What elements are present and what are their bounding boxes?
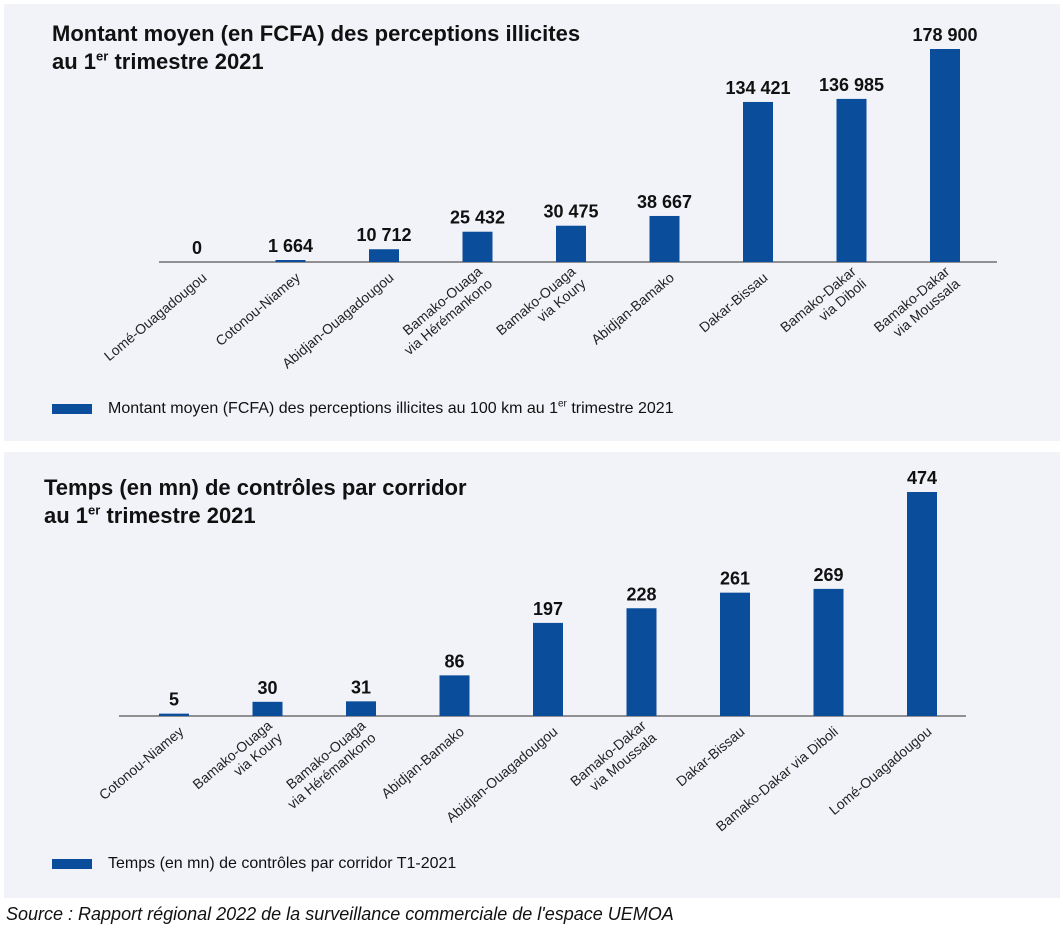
category-label: Dakar-Bissau [673, 723, 748, 789]
chart-title-line2: au 1er trimestre 2021 [44, 502, 256, 528]
data-label: 0 [192, 238, 202, 258]
chart-title-line1: Montant moyen (en FCFA) des perceptions … [52, 21, 581, 46]
bar [720, 592, 750, 716]
chart-panel-perceptions: Montant moyen (en FCFA) des perceptions … [4, 4, 1060, 441]
category-label-line: Abidjan-Bamako [378, 723, 467, 801]
legend-label: Temps (en mn) de contrôles par corridor … [108, 855, 457, 872]
legend-swatch [52, 859, 92, 869]
data-label: 269 [813, 565, 843, 585]
bar [907, 492, 937, 716]
data-label: 197 [533, 599, 563, 619]
chart-title-line2: au 1er trimestre 2021 [52, 48, 264, 74]
data-label: 10 712 [356, 225, 411, 245]
source-note: Source : Rapport régional 2022 de la sur… [6, 904, 674, 924]
category-label-line: Abidjan-Bamako [588, 269, 677, 347]
bar [930, 49, 960, 262]
legend-perceptions: Montant moyen (FCFA) des perceptions ill… [52, 398, 674, 418]
bar [159, 713, 189, 716]
bar-chart-perceptions: 0 Lomé-Ouagadougou 1 664 Cotonou-Niamey 10 7… [101, 25, 997, 371]
bar [743, 101, 773, 262]
legend-label: Montant moyen (FCFA) des perceptions ill… [108, 398, 674, 417]
data-label: 30 475 [543, 202, 598, 222]
data-label: 25 432 [450, 208, 505, 228]
legend-temps: Temps (en mn) de contrôles par corridor … [52, 855, 456, 873]
chart-title-line1: Temps (en mn) de contrôles par corridor [44, 475, 467, 500]
category-label-line: Lomé-Ouagadougou [101, 269, 210, 364]
category-label: Cotonou-Niamey [96, 723, 187, 803]
data-label: 134 421 [725, 78, 790, 98]
data-label: 5 [169, 690, 179, 710]
chart-title-perceptions: Montant moyen (en FCFA) des perceptions … [52, 20, 580, 76]
data-label: 1 664 [268, 236, 313, 256]
category-label-line: Dakar-Bissau [696, 269, 771, 335]
category-label-line: Dakar-Bissau [673, 723, 748, 789]
data-label: 261 [720, 569, 750, 589]
bar [533, 622, 563, 716]
category-label-line: Cotonou-Niamey [96, 723, 187, 803]
category-label: Lomé-Ouagadougou [826, 723, 935, 818]
data-label: 31 [351, 677, 371, 697]
bar [556, 225, 586, 262]
bar [462, 231, 493, 262]
chart-title-temps: Temps (en mn) de contrôles par corridor … [44, 474, 467, 530]
data-label: 136 985 [819, 75, 884, 95]
data-label: 228 [626, 584, 656, 604]
data-label: 86 [444, 651, 464, 671]
category-label-line: Cotonou-Niamey [212, 269, 303, 349]
bar [836, 98, 867, 262]
bar [346, 701, 376, 716]
category-label: Abidjan-Bamako [588, 269, 677, 347]
data-label: 474 [907, 468, 937, 488]
bar [649, 215, 680, 262]
bar [439, 675, 470, 716]
data-label: 38 667 [637, 192, 692, 212]
bar [369, 249, 399, 262]
bar [252, 701, 283, 716]
category-label: Lomé-Ouagadougou [101, 269, 210, 364]
bar [626, 608, 657, 716]
data-label: 178 900 [912, 25, 977, 45]
category-label: Abidjan-Bamako [378, 723, 467, 801]
bar [813, 588, 844, 716]
category-label: Dakar-Bissau [696, 269, 771, 335]
chart-panel-temps: Temps (en mn) de contrôles par corridor … [4, 452, 1060, 898]
bar [275, 260, 306, 262]
legend-swatch [52, 404, 92, 414]
data-label: 30 [257, 678, 277, 698]
category-label-line: Lomé-Ouagadougou [826, 723, 935, 818]
category-label: Cotonou-Niamey [212, 269, 303, 349]
